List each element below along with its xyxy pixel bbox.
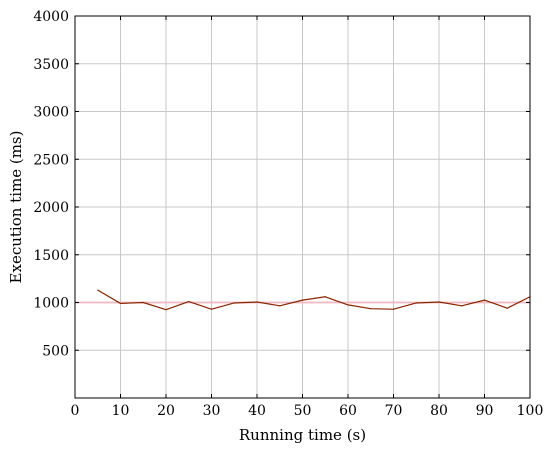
data-point	[461, 305, 463, 307]
series-line	[97, 289, 531, 311]
x-tick-label: 30	[203, 403, 221, 419]
y-tick-label: 3500	[33, 57, 69, 73]
data-point	[233, 302, 235, 304]
data-point	[415, 302, 417, 304]
x-tick-label: 10	[112, 403, 130, 419]
series-layer	[97, 289, 531, 311]
y-tick-label: 1000	[33, 296, 69, 312]
data-point	[347, 304, 349, 306]
x-tick-label: 90	[476, 403, 494, 419]
grid	[75, 16, 530, 398]
x-axis-title: Running time (s)	[239, 426, 366, 444]
data-point	[392, 308, 395, 310]
data-point	[324, 296, 326, 298]
data-point	[119, 302, 122, 305]
data-point	[142, 301, 144, 304]
y-tick-label: 2000	[33, 200, 69, 216]
data-point	[97, 289, 99, 291]
x-tick-label: 100	[517, 403, 544, 419]
y-tick-label: 4000	[33, 9, 69, 25]
data-point	[256, 301, 258, 303]
data-point	[370, 308, 372, 310]
x-tick-label: 0	[71, 403, 80, 419]
y-tick-label: 1500	[33, 248, 69, 264]
data-point	[210, 308, 213, 310]
x-tick-label: 40	[248, 403, 266, 419]
data-point	[188, 300, 190, 303]
data-point	[506, 307, 508, 309]
data-point	[301, 299, 304, 301]
x-tick-label: 60	[339, 403, 357, 419]
y-tick-label: 3000	[33, 105, 69, 121]
data-point	[483, 299, 486, 301]
x-tick-label: 80	[430, 403, 448, 419]
x-tick-label: 50	[294, 403, 312, 419]
x-tick-label: 70	[385, 403, 403, 419]
data-point	[438, 301, 440, 303]
x-tick-label: 20	[157, 403, 175, 419]
data-point	[279, 305, 281, 307]
data-point	[165, 309, 167, 311]
y-tick-label: 500	[42, 343, 69, 359]
y-tick-label: 2500	[33, 152, 69, 168]
ticks: 0 10 20 30 40 50 60 70 80 90 100 500 1000 1500 2000 250…	[33, 9, 543, 419]
y-axis-title: Execution time (ms)	[7, 131, 25, 284]
